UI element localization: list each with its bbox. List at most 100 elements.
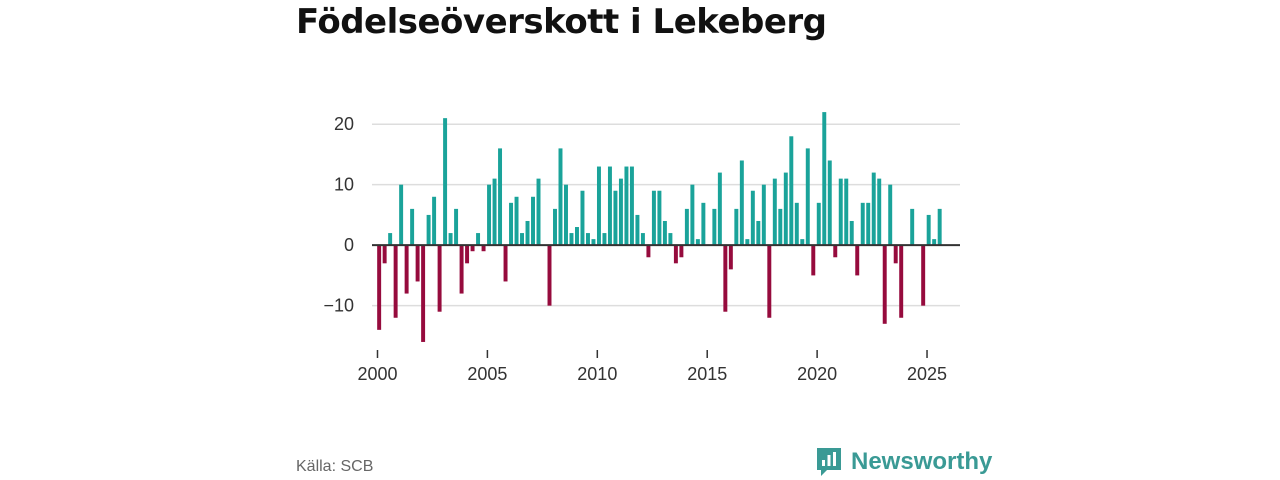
- bar-positive: [827, 160, 832, 246]
- bar-negative: [679, 245, 684, 258]
- bar-positive: [531, 196, 535, 246]
- bar-negative: [767, 245, 772, 318]
- bar-positive: [745, 239, 750, 246]
- y-tick-label: 10: [334, 175, 354, 195]
- source-label: Källa: SCB: [296, 458, 374, 475]
- bar-layer: [377, 112, 942, 342]
- bar-negative: [382, 245, 387, 264]
- brand-logo[interactable]: Newsworthy: [815, 446, 992, 478]
- x-tick-label: 2000: [357, 364, 397, 384]
- bar-positive: [575, 227, 579, 246]
- x-tick-label: 2020: [797, 364, 837, 384]
- bar-positive: [937, 208, 942, 246]
- bar-positive: [399, 184, 404, 246]
- bar-positive: [866, 202, 871, 246]
- bar-positive: [443, 118, 448, 246]
- bar-positive: [432, 196, 437, 246]
- bar-negative: [393, 245, 398, 318]
- bar-negative: [899, 245, 904, 318]
- bar-negative: [893, 245, 898, 264]
- bar-positive: [805, 148, 810, 246]
- bar-chart: −10 0 10 20 2000 2005 2010 2015 2020 2025: [323, 112, 960, 384]
- bar-negative: [470, 245, 475, 252]
- bar-positive: [849, 220, 854, 246]
- bar-positive: [492, 178, 497, 246]
- bar-positive: [789, 136, 794, 246]
- bar-positive: [476, 233, 481, 246]
- brand-name: Newsworthy: [851, 448, 993, 475]
- bar-negative: [437, 245, 442, 312]
- bar-positive: [712, 208, 717, 246]
- bar-positive: [388, 233, 393, 246]
- bar-positive: [910, 208, 915, 246]
- bar-negative: [404, 245, 409, 294]
- bar-positive: [509, 202, 514, 246]
- bar-positive: [585, 233, 590, 246]
- bar-negative: [646, 245, 651, 258]
- bar-negative: [882, 245, 887, 324]
- bar-negative: [421, 245, 426, 342]
- bar-positive: [822, 112, 827, 246]
- bar-positive: [794, 202, 799, 246]
- bar-positive: [618, 178, 623, 246]
- bar-negative: [459, 245, 464, 294]
- bar-negative: [547, 245, 552, 306]
- bar-negative: [811, 245, 816, 276]
- y-tick-label: −10: [323, 296, 354, 316]
- bar-positive: [558, 148, 563, 246]
- bar-positive: [860, 202, 865, 246]
- bar-positive: [684, 208, 689, 246]
- bar-positive: [668, 233, 673, 246]
- axis-layer: −10 0 10 20 2000 2005 2010 2015 2020 2025: [323, 114, 960, 384]
- bar-positive: [498, 148, 503, 246]
- bar-positive: [591, 239, 596, 246]
- bar-positive: [888, 184, 893, 246]
- bar-positive: [635, 214, 640, 246]
- bar-positive: [844, 178, 849, 246]
- bar-positive: [783, 172, 788, 246]
- bar-positive: [662, 220, 667, 246]
- bar-negative: [465, 245, 470, 264]
- newsworthy-logo-icon: [817, 448, 841, 476]
- bar-positive: [739, 160, 744, 246]
- bar-positive: [756, 220, 761, 246]
- bar-positive: [448, 233, 453, 246]
- bar-positive: [640, 233, 645, 246]
- bar-positive: [800, 239, 805, 246]
- bar-positive: [871, 172, 876, 246]
- bar-positive: [602, 233, 607, 246]
- bar-positive: [772, 178, 777, 246]
- bar-positive: [596, 166, 601, 246]
- bar-positive: [651, 190, 656, 246]
- bar-negative: [921, 245, 926, 306]
- bar-negative: [503, 245, 508, 282]
- bar-positive: [690, 184, 695, 246]
- bar-negative: [833, 245, 838, 258]
- bar-positive: [514, 196, 519, 246]
- bar-positive: [717, 172, 722, 246]
- bar-positive: [657, 190, 662, 246]
- bar-positive: [410, 208, 415, 246]
- bar-positive: [426, 214, 431, 246]
- bar-positive: [553, 208, 557, 246]
- bar-negative: [723, 245, 728, 312]
- bar-positive: [613, 190, 618, 246]
- bar-positive: [750, 190, 755, 246]
- bar-positive: [525, 220, 530, 246]
- bar-positive: [564, 184, 568, 246]
- bar-negative: [377, 245, 382, 330]
- bar-positive: [454, 208, 459, 246]
- x-tick-label: 2010: [577, 364, 617, 384]
- bar-positive: [701, 202, 706, 246]
- bar-positive: [926, 214, 931, 246]
- bar-positive: [877, 178, 882, 246]
- y-tick-label: 20: [334, 114, 354, 134]
- bar-negative: [415, 245, 420, 282]
- bar-positive: [695, 239, 700, 246]
- bar-positive: [816, 202, 821, 246]
- bar-positive: [520, 233, 524, 246]
- bar-positive: [569, 233, 574, 246]
- x-tick-label: 2005: [467, 364, 507, 384]
- bar-positive: [778, 208, 783, 246]
- bar-positive: [761, 184, 766, 246]
